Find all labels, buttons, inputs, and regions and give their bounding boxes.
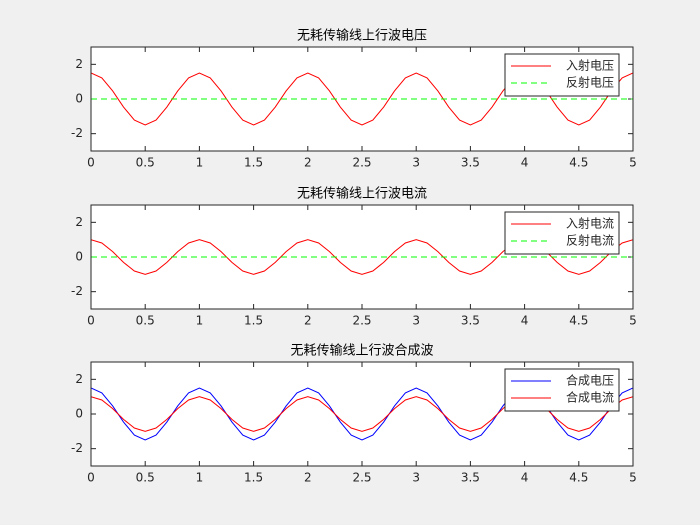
x-tick-label: 4 [521,156,529,170]
y-tick-label: -2 [71,126,83,140]
x-tick-label: 0 [87,314,95,328]
x-tick-label: 2 [304,471,312,485]
x-tick-label: 2.5 [352,156,371,170]
legend-label: 反射电压 [566,75,614,90]
legend-label: 合成电压 [566,373,614,388]
x-tick-label: 2 [304,314,312,328]
axes-box [90,361,634,467]
y-tick-label: 0 [75,407,83,421]
x-tick-label: 1 [196,314,204,328]
legend-label: 合成电流 [566,390,614,405]
legend-box [504,53,620,97]
x-tick-label: 2 [304,156,312,170]
x-tick-label: 3 [412,471,420,485]
x-tick-label: 1.5 [244,314,263,328]
x-tick-label: 3 [412,314,420,328]
legend-label: 反射电流 [566,233,614,248]
axes-box [90,204,634,310]
x-tick-label: 2.5 [352,314,371,328]
y-tick-label: 2 [75,372,83,386]
axes-box [90,46,634,152]
x-tick-label: 0.5 [136,471,155,485]
x-tick-label: 4.5 [569,314,588,328]
x-tick-label: 1.5 [244,471,263,485]
x-tick-label: 4 [521,471,529,485]
y-tick-label: 0 [75,92,83,106]
y-tick-label: 0 [75,250,83,264]
chart-title: 无耗传输线上行波电压 [297,28,427,44]
legend-box [504,368,620,412]
x-tick-label: 1 [196,471,204,485]
x-tick-label: 0.5 [136,156,155,170]
x-tick-label: 2.5 [352,471,371,485]
x-tick-label: 4 [521,314,529,328]
x-tick-label: 3 [412,156,420,170]
x-tick-label: 0 [87,471,95,485]
x-tick-label: 3.5 [461,314,480,328]
y-tick-label: 2 [75,215,83,229]
legend-box [504,211,620,255]
x-tick-label: 5 [629,156,637,170]
legend-label: 入射电压 [566,58,614,73]
x-tick-label: 0 [87,156,95,170]
x-tick-label: 4.5 [569,471,588,485]
x-tick-label: 4.5 [569,156,588,170]
y-tick-label: -2 [71,284,83,298]
x-tick-label: 0.5 [136,314,155,328]
x-tick-label: 1.5 [244,156,263,170]
chart-title: 无耗传输线上行波电流 [297,186,427,202]
x-tick-label: 3.5 [461,471,480,485]
legend-label: 入射电流 [566,216,614,231]
x-tick-label: 5 [629,471,637,485]
x-tick-label: 3.5 [461,156,480,170]
x-tick-label: 1 [196,156,204,170]
chart-title: 无耗传输线上行波合成波 [290,343,433,359]
y-tick-label: -2 [71,441,83,455]
x-tick-label: 5 [629,314,637,328]
y-tick-label: 2 [75,57,83,71]
